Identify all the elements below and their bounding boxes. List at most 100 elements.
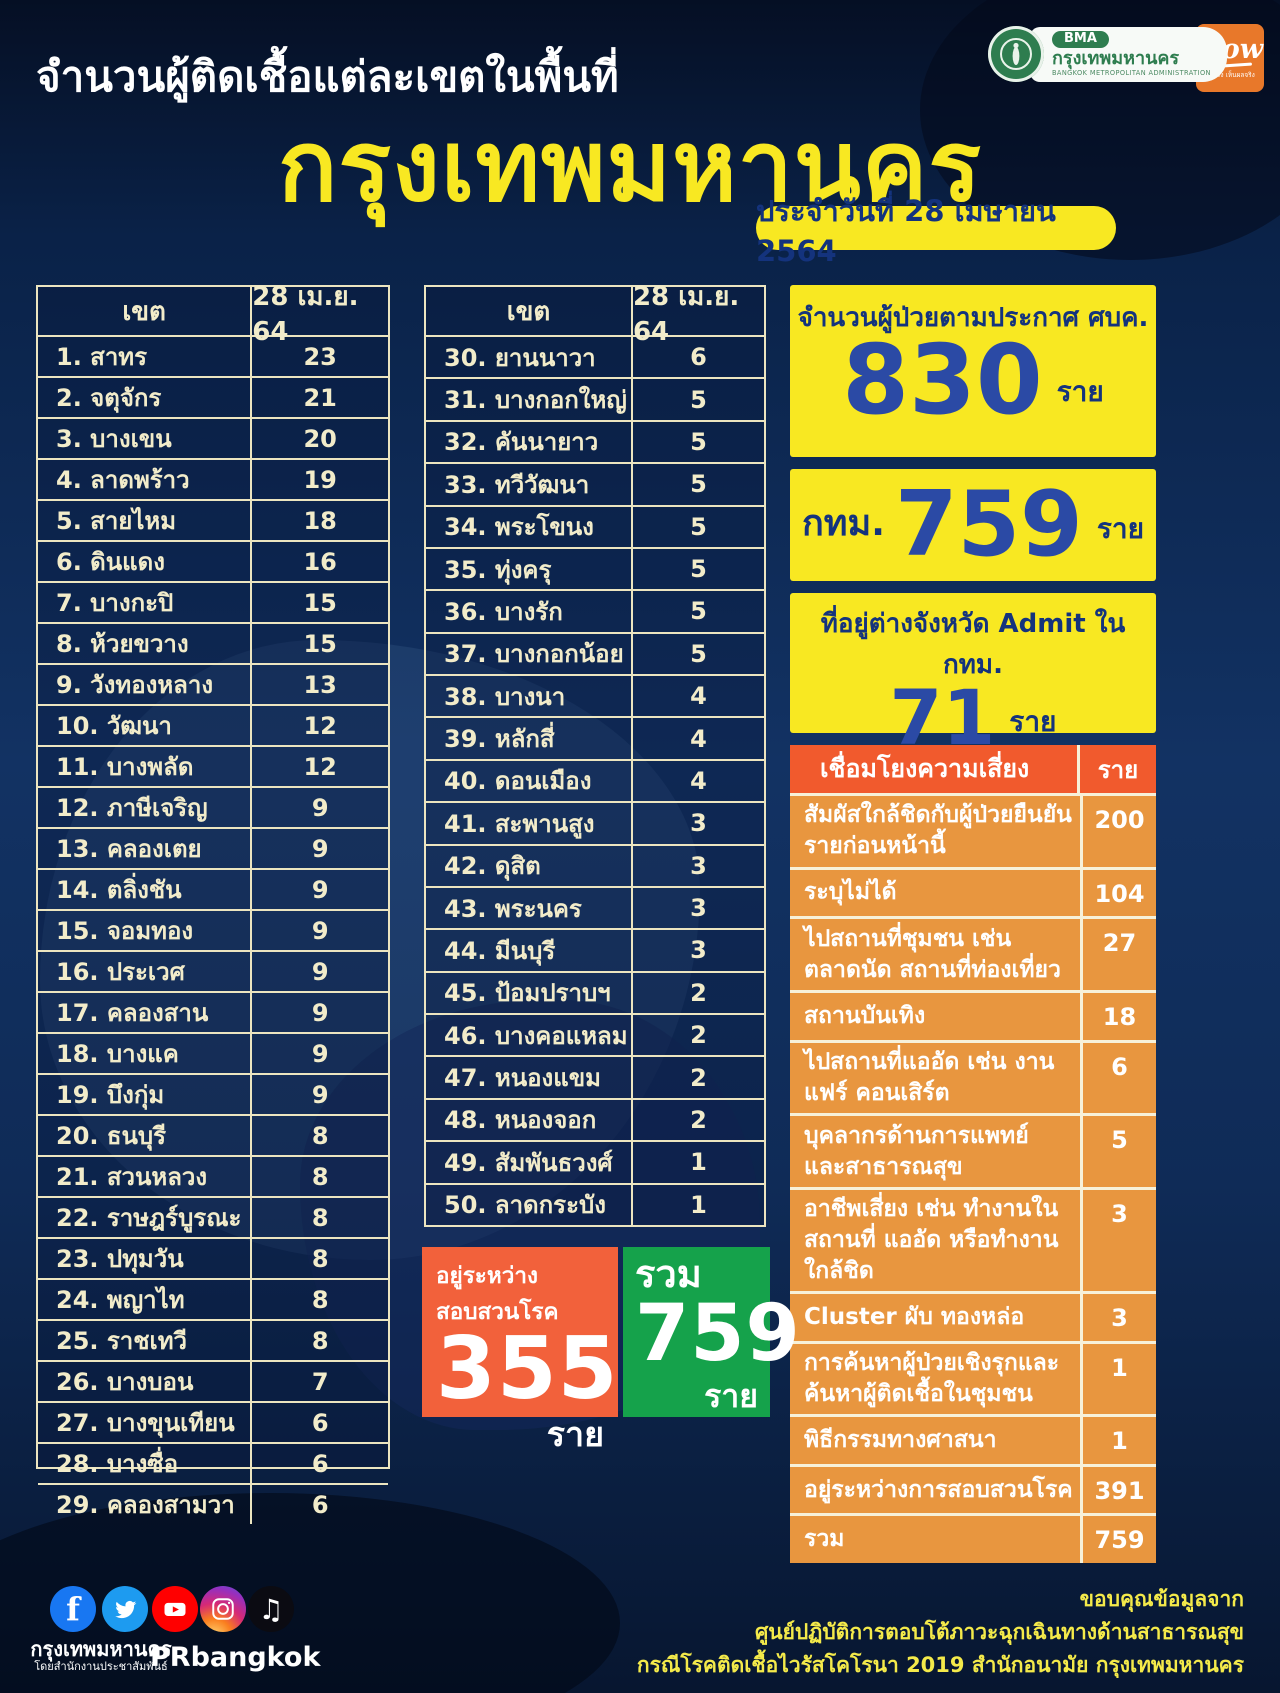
district-name: 25. ราชเทวี (56, 1327, 188, 1355)
table-header: เขต 28 เม.ย. 64 (38, 282, 388, 347)
district-name: 6. ดินแดง (56, 548, 165, 576)
table-row: 44. มีนบุรี 3 (426, 928, 764, 971)
table-row: 29. คลองสามวา 6 (38, 1483, 388, 1524)
risk-label: พิธีกรรมทางศาสนา (804, 1427, 997, 1454)
bma-name: กรุงเทพมหานคร (1052, 47, 1180, 69)
risk-label: สถานบันเทิง (804, 1002, 926, 1029)
investigating-label: อยู่ระหว่างสอบสวนโรค (436, 1263, 559, 1325)
table-row: 21. สวนหลวง 8 (38, 1155, 388, 1196)
risk-table-header: เชื่อมโยงความเสี่ยง ราย (790, 745, 1156, 793)
risk-label: รวม (804, 1526, 845, 1553)
social-bma-label: กรุงเทพมหานคร (30, 1637, 172, 1661)
page-subtitle: จำนวนผู้ติดเชื้อแต่ละเขตในพื้นที่ (36, 52, 619, 101)
district-name: 45. ป้อมปราบฯ (444, 979, 611, 1008)
table-row: 27. บางขุนเทียน 6 (38, 1401, 388, 1442)
district-name: 4. ลาดพร้าว (56, 466, 190, 494)
district-name: 10. วัฒนา (56, 712, 172, 740)
district-cases: 4 (631, 760, 764, 802)
district-cases: 3 (631, 887, 764, 929)
district-name: 19. บึงกุ่ม (56, 1081, 165, 1109)
risk-row: รวม 759 (790, 1513, 1156, 1563)
district-name: 29. คลองสามวา (56, 1491, 235, 1519)
district-cases: 4 (631, 718, 764, 759)
district-name: 40. ดอนเมือง (444, 767, 592, 796)
district-name: 33. ทวีวัฒนา (444, 470, 590, 499)
table-row: 1. สาทร 23 (38, 337, 388, 376)
table-row: 24. พญาไท 8 (38, 1278, 388, 1319)
column-header-district: เขต (122, 296, 166, 327)
district-cases: 12 (250, 747, 388, 786)
risk-header-unit: ราย (1077, 745, 1156, 793)
risk-row: อาชีพเสี่ยง เช่น ทำงานในสถานที่ แออัด หร… (790, 1187, 1156, 1292)
district-name: 2. จตุจักร (56, 384, 162, 412)
district-cases: 6 (250, 1444, 388, 1483)
table-row: 26. บางบอน 7 (38, 1360, 388, 1401)
district-cases: 3 (631, 930, 764, 971)
district-cases: 16 (250, 542, 388, 581)
bkk-cases-value: 759 (894, 472, 1083, 578)
table-row: 8. ห้วยขวาง 15 (38, 622, 388, 663)
risk-cases: 759 (1080, 1516, 1156, 1563)
district-name: 31. บางกอกใหญ่ (444, 386, 627, 415)
risk-table-body: สัมผัสใกล้ชิดกับผู้ป่วยยืนยัน รายก่อนหน้… (790, 793, 1156, 1563)
district-name: 37. บางกอกน้อย (444, 640, 624, 669)
table-row: 19. บึงกุ่ม 9 (38, 1073, 388, 1114)
risk-cases: 1 (1080, 1417, 1156, 1464)
table-body: 30. ยานนาวา 6 31. บางกอกใหญ่ 5 32. คันนายาว 5… (426, 337, 764, 1225)
table-row: 12. ภาษีเจริญ 9 (38, 786, 388, 827)
table-row: 3. บางเขน 20 (38, 417, 388, 458)
district-cases: 8 (250, 1280, 388, 1319)
risk-label: สัมผัสใกล้ชิดกับผู้ป่วยยืนยัน รายก่อนหน้… (804, 802, 1072, 860)
table-row: 23. ปทุมวัน 8 (38, 1237, 388, 1278)
district-name: 44. มีนบุรี (444, 936, 556, 965)
district-name: 38. บางนา (444, 682, 566, 711)
district-cases: 1 (631, 1142, 764, 1183)
table-header: เขต 28 เม.ย. 64 (426, 282, 764, 347)
district-cases: 3 (631, 845, 764, 886)
district-cases: 13 (250, 665, 388, 704)
table-row: 16. ประเวศ 9 (38, 950, 388, 991)
district-cases: 9 (250, 1075, 388, 1114)
column-header-district: เขต (506, 296, 551, 327)
total-value: 759 (635, 1289, 801, 1379)
table-row: 49. สัมพันธวงศ์ 1 (426, 1140, 764, 1183)
date-badge: ประจำวันที่ 28 เมษายน 2564 (756, 194, 1116, 268)
district-cases: 3 (631, 803, 764, 844)
other-province-value: 71 (889, 673, 996, 762)
risk-cases: 104 (1080, 869, 1156, 917)
risk-label: ไปสถานที่แออัด เช่น งานแฟร์ คอนเสิร์ต (804, 1048, 1055, 1106)
district-cases: 2 (631, 1015, 764, 1056)
credit-line: ขอบคุณข้อมูลจาก (1079, 1587, 1244, 1611)
district-cases: 2 (631, 1057, 764, 1098)
table-row: 37. บางกอกน้อย 5 (426, 631, 764, 674)
table-row: 10. วัฒนา 12 (38, 704, 388, 745)
bkk-cases-unit: ราย (1096, 511, 1144, 545)
page-title: กรุงเทพมหานคร (278, 110, 982, 224)
district-name: 36. บางรัก (444, 597, 563, 626)
other-province-unit: ราย (1009, 704, 1057, 738)
twitter-icon (102, 1586, 148, 1632)
district-name: 18. บางแค (56, 1040, 179, 1068)
district-name: 15. จอมทอง (56, 917, 194, 945)
table-row: 33. ทวีวัฒนา 5 (426, 462, 764, 505)
district-cases: 5 (631, 506, 764, 547)
other-province-label: ที่อยู่ต่างจังหวัด Admit ใน กทม. (820, 609, 1126, 680)
district-cases: 2 (631, 972, 764, 1013)
table-row: 48. หนองจอก 2 (426, 1097, 764, 1141)
table-row: 2. จตุจักร 21 (38, 376, 388, 417)
district-name: 50. ลาดกระบัง (444, 1191, 606, 1220)
bma-logo-text: BMA กรุงเทพมหานคร BANGKOK METROPOLITAN A… (1030, 26, 1227, 82)
table-row: 28. บางซื่อ 6 (38, 1442, 388, 1483)
district-cases: 8 (250, 1198, 388, 1237)
risk-cases: 391 (1080, 1466, 1156, 1514)
district-name: 17. คลองสาน (56, 999, 209, 1027)
table-row: 14. ตลิ่งชัน 9 (38, 868, 388, 909)
bma-logo: BMA กรุงเทพมหานคร BANGKOK METROPOLITAN A… (988, 26, 1227, 82)
risk-cases: 18 (1080, 993, 1156, 1040)
total-unit: ราย (704, 1377, 758, 1415)
risk-label: Cluster ผับ ทองหล่อ (804, 1303, 1025, 1330)
risk-header-label: เชื่อมโยงความเสี่ยง (820, 754, 1030, 783)
district-cases: 8 (250, 1116, 388, 1155)
table-row: 6. ดินแดง 16 (38, 540, 388, 581)
